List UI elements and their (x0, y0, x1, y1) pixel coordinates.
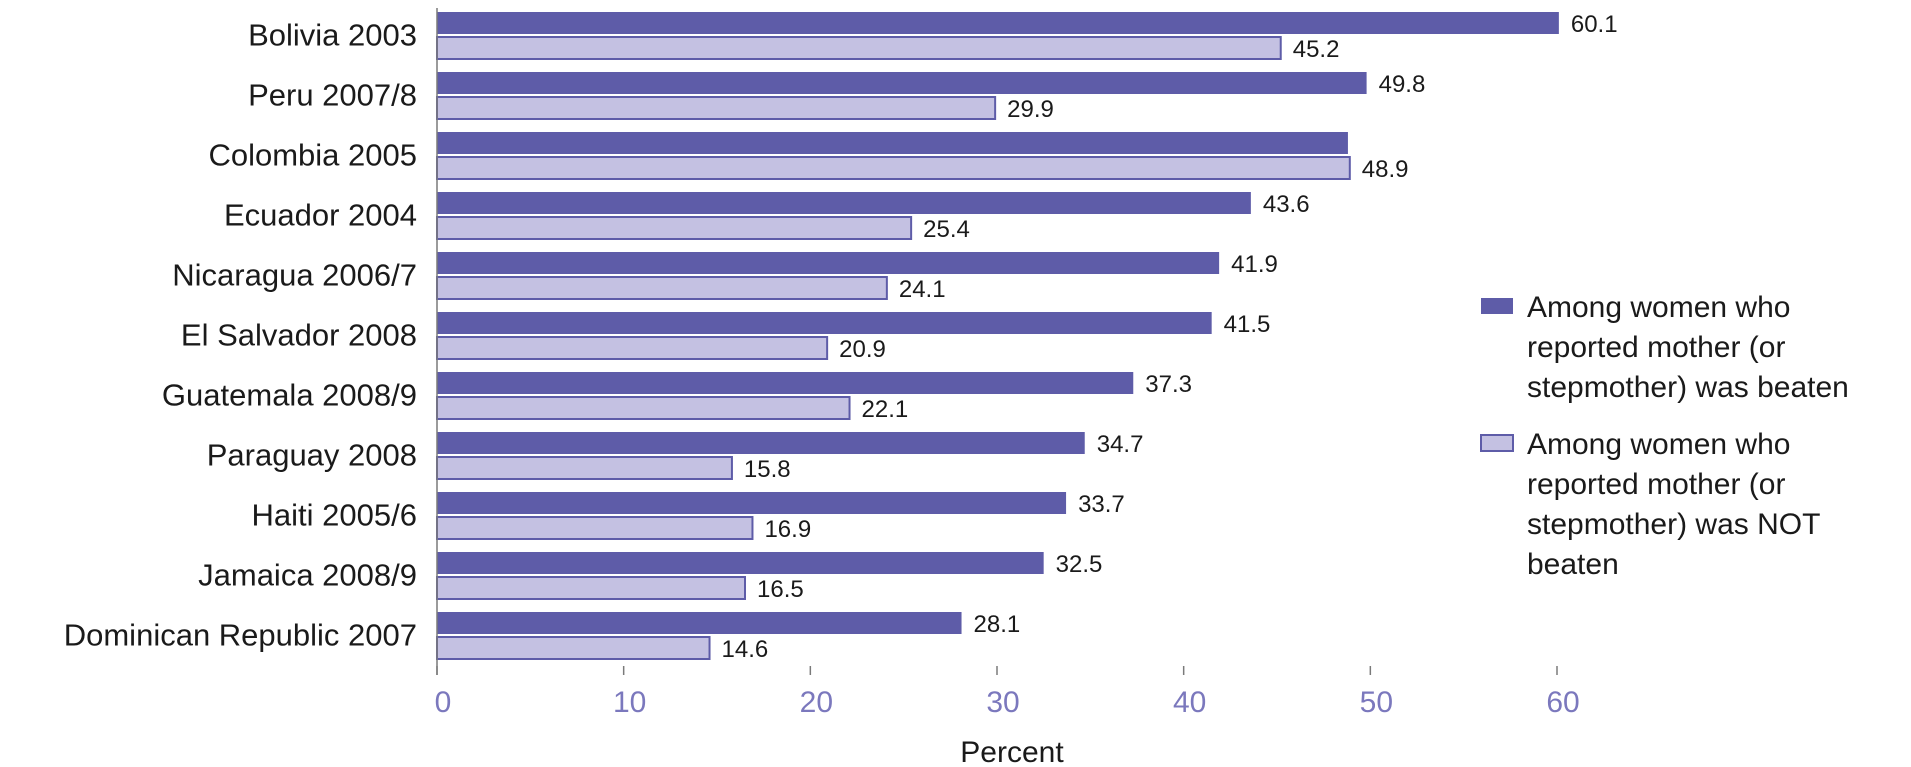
legend-swatch-not-beaten (1480, 434, 1514, 452)
bar-not-beaten (436, 396, 851, 420)
legend-label: Among women who (1527, 428, 1790, 461)
data-label: 41.5 (1224, 311, 1271, 338)
bar-beaten (437, 72, 1367, 94)
legend: Among women who reported mother (or stepmo… (1480, 291, 1849, 581)
data-label: 16.5 (757, 576, 804, 603)
legend-label: reported mother (or (1527, 331, 1785, 364)
x-tick-label: 50 (1360, 686, 1393, 719)
legend-label: reported mother (or (1527, 468, 1785, 501)
data-label: 25.4 (923, 216, 970, 243)
x-axis: 0 10 20 30 40 50 60 Percent (435, 8, 1580, 767)
category-label: Peru 2007/8 (248, 78, 417, 113)
data-label: 22.1 (862, 396, 909, 423)
x-axis-title: Percent (960, 736, 1064, 767)
data-label: 41.9 (1231, 251, 1278, 278)
data-label: 48.9 (1362, 156, 1409, 183)
legend-label: stepmother) was NOT (1527, 508, 1820, 541)
data-label: 60.1 (1571, 11, 1618, 38)
data-label: 32.5 (1056, 551, 1103, 578)
x-tick-label: 10 (613, 686, 646, 719)
category-labels: Bolivia 2003 Peru 2007/8 Colombia 2005 Ecua… (64, 18, 417, 653)
bar-not-beaten (436, 636, 711, 660)
category-label: Ecuador 2004 (224, 198, 417, 233)
legend-swatch-beaten (1481, 298, 1513, 314)
data-label: 49.8 (1379, 71, 1426, 98)
category-label: Bolivia 2003 (248, 18, 417, 53)
x-tick-label: 20 (800, 686, 833, 719)
data-label: 20.9 (839, 336, 886, 363)
data-label: 43.6 (1263, 191, 1310, 218)
bar-beaten (437, 492, 1067, 514)
category-label: Jamaica 2008/9 (198, 558, 417, 593)
bar-not-beaten (436, 96, 997, 120)
category-label: Guatemala 2008/9 (162, 378, 417, 413)
x-tick-label: 60 (1546, 686, 1579, 719)
data-label: 34.7 (1097, 431, 1144, 458)
data-label: 45.2 (1293, 36, 1340, 63)
bar-not-beaten (436, 336, 829, 360)
data-label: 14.6 (722, 636, 769, 663)
bar-beaten (437, 312, 1212, 334)
bar-not-beaten (436, 516, 754, 540)
value-labels: 60.1 45.2 49.8 29.9 48.9 43.6 25.4 41.9 24.1 41.5… (722, 11, 1618, 663)
bar-not-beaten (436, 36, 1282, 60)
data-label: 33.7 (1078, 491, 1125, 518)
bar-beaten (437, 192, 1251, 214)
category-label: Nicaragua 2006/7 (172, 258, 417, 293)
bar-not-beaten (436, 276, 888, 300)
legend-label: Among women who (1527, 291, 1790, 324)
bar-beaten (437, 552, 1044, 574)
bar-beaten (437, 612, 962, 634)
x-axis-ticks: 0 10 20 30 40 50 60 (435, 666, 1580, 719)
bars (436, 12, 1559, 660)
legend-label: stepmother) was beaten (1527, 371, 1849, 404)
x-tick-label: 0 (435, 686, 452, 719)
bar-not-beaten (436, 216, 913, 240)
x-tick-label: 40 (1173, 686, 1206, 719)
data-label: 29.9 (1007, 96, 1054, 123)
data-label: 24.1 (899, 276, 946, 303)
bar-not-beaten (436, 576, 746, 600)
category-label: El Salvador 2008 (181, 318, 417, 353)
bar-beaten (437, 12, 1559, 34)
bar-beaten (437, 372, 1134, 394)
bar-beaten (437, 252, 1220, 274)
legend-label: beaten (1527, 548, 1619, 581)
category-label: Haiti 2005/6 (252, 498, 417, 533)
bar-beaten (437, 132, 1348, 154)
data-label: 15.8 (744, 456, 791, 483)
data-label: 37.3 (1145, 371, 1192, 398)
x-tick-label: 30 (986, 686, 1019, 719)
bar-beaten (437, 432, 1085, 454)
data-label: 28.1 (974, 611, 1021, 638)
category-label: Colombia 2005 (208, 138, 417, 173)
bar-not-beaten (436, 456, 733, 480)
category-label: Paraguay 2008 (207, 438, 417, 473)
category-label: Dominican Republic 2007 (64, 618, 417, 653)
data-label: 16.9 (764, 516, 811, 543)
bar-not-beaten (436, 156, 1351, 180)
